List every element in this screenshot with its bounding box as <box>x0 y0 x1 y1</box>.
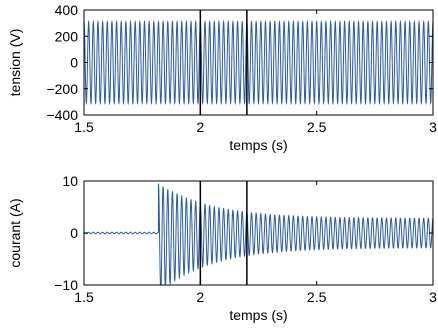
tension-x-tick-label: 2 <box>196 119 204 135</box>
tension-x-tick-label: 2.5 <box>307 119 327 135</box>
tension-y-tick-label: −200 <box>46 81 78 97</box>
tension-y-tick-label: 200 <box>55 28 79 44</box>
tension-y-tick-label: 400 <box>55 2 79 18</box>
courant-y-tick-label: −10 <box>54 277 78 293</box>
tension-x-tick-label: 1.5 <box>74 119 94 135</box>
courant-chart: 1.5 2 2.5 3 10 0 −10 temps (s) courant (A) <box>7 173 437 323</box>
courant-x-tick-label: 2 <box>196 289 204 305</box>
courant-x-tick-label: 3 <box>429 289 437 305</box>
tension-series-line <box>84 19 433 106</box>
tension-y-tick-label: 0 <box>70 55 78 71</box>
courant-y-tick-label: 0 <box>70 225 78 241</box>
courant-y-tick-label: 10 <box>62 173 78 189</box>
courant-x-tick-label: 1.5 <box>74 289 94 305</box>
tension-y-tick-label: −400 <box>46 107 78 123</box>
courant-x-axis-label: temps (s) <box>229 307 287 323</box>
courant-series-line <box>84 183 433 285</box>
tension-x-tick-label: 3 <box>429 119 437 135</box>
tension-x-axis-label: temps (s) <box>229 137 287 153</box>
tension-y-axis-label: tension (V) <box>7 29 23 97</box>
tension-chart: 1.5 2 2.5 3 400 200 0 −200 −400 temps (s) tension … <box>7 2 437 153</box>
courant-y-axis-label: courant (A) <box>7 198 23 267</box>
courant-x-tick-label: 2.5 <box>307 289 327 305</box>
